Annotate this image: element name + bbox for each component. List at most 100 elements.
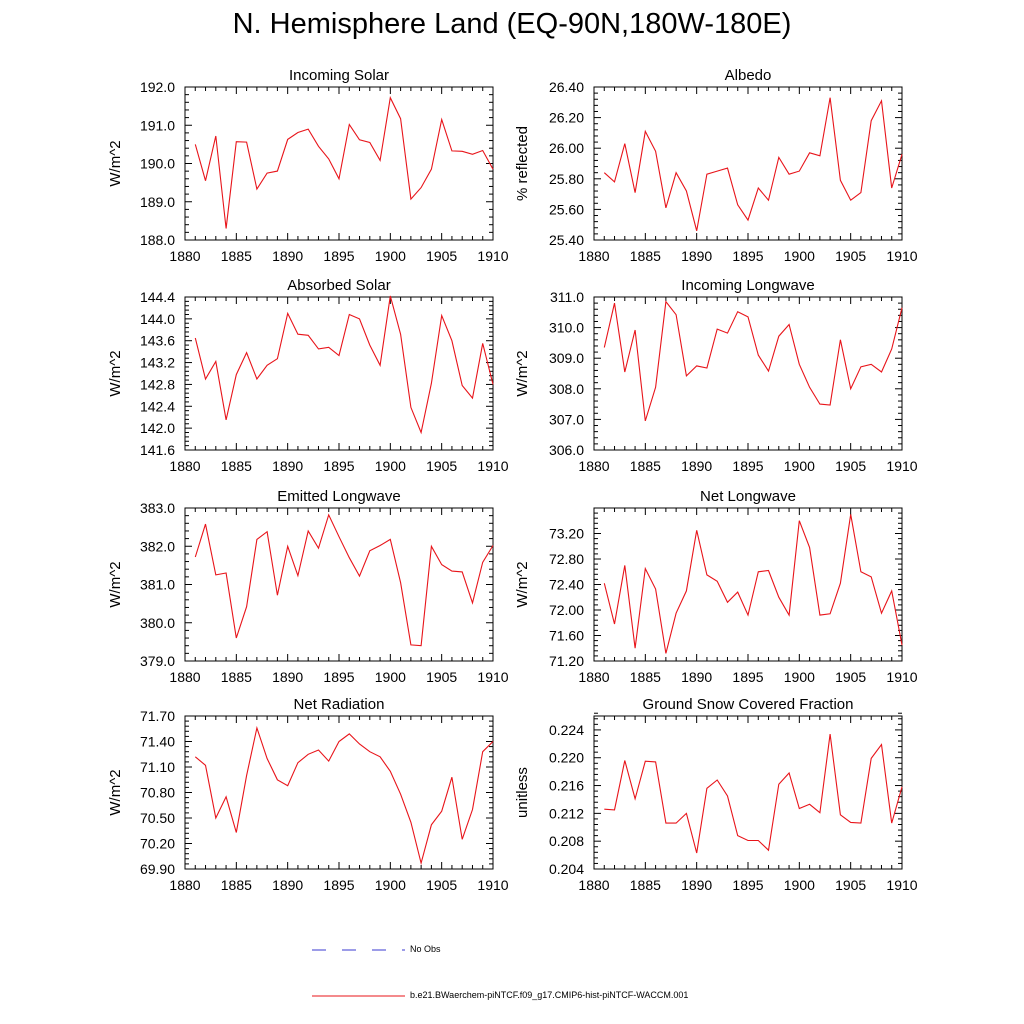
y-tick-label: 71.20: [549, 653, 584, 669]
y-tick-label: 70.80: [140, 785, 175, 801]
panel-title: Net Longwave: [700, 488, 796, 505]
chart-panel-3: Incoming Longwave 1880 1885 1890 1895 1900 190…: [514, 277, 918, 474]
panel-title: Ground Snow Covered Fraction: [643, 696, 854, 713]
y-tick-label: 0.220: [549, 750, 584, 766]
y-tick-label: 73.20: [549, 526, 584, 542]
y-tick-label: 142.4: [140, 398, 175, 414]
y-tick-label: 26.40: [549, 79, 584, 95]
x-tick-label: 1890: [681, 248, 712, 264]
plot-frame: [593, 715, 903, 870]
x-tick-label: 1885: [630, 877, 661, 893]
x-tick-label: 1890: [681, 877, 712, 893]
x-tick-label: 1905: [426, 877, 457, 893]
y-tick-label: 310.0: [549, 320, 584, 336]
x-tick-label: 1910: [477, 669, 508, 685]
x-tick-label: 1910: [886, 458, 917, 474]
x-tick-label: 1900: [784, 248, 815, 264]
y-tick-label: 0.224: [549, 722, 584, 738]
x-tick-label: 1895: [732, 458, 763, 474]
page-title: N. Hemisphere Land (EQ-90N,180W-180E): [232, 8, 792, 40]
x-tick-label: 1880: [169, 458, 200, 474]
y-axis-label: W/m^2: [107, 350, 124, 396]
x-tick-label: 1880: [578, 877, 609, 893]
x-tick-label: 1895: [732, 877, 763, 893]
y-tick-label: 141.6: [140, 442, 175, 458]
y-tick-label: 71.70: [140, 708, 175, 724]
series-line: [603, 300, 903, 422]
x-tick-label: 1880: [169, 669, 200, 685]
y-tick-label: 381.0: [140, 577, 175, 593]
plot-frame: [184, 507, 494, 662]
x-tick-label: 1890: [272, 458, 303, 474]
x-tick-label: 1895: [323, 248, 354, 264]
y-tick-label: 379.0: [140, 653, 175, 669]
y-tick-label: 69.90: [140, 861, 175, 877]
x-tick-label: 1910: [477, 458, 508, 474]
chart-panel-6: Net Radiation 1880 1885 1890 1895 1900 1905 191…: [107, 696, 509, 893]
x-tick-label: 1895: [732, 669, 763, 685]
y-tick-label: 142.8: [140, 376, 175, 392]
y-tick-label: 306.0: [549, 442, 584, 458]
y-tick-label: 192.0: [140, 79, 175, 95]
x-tick-label: 1900: [375, 458, 406, 474]
y-tick-label: 0.204: [549, 861, 584, 877]
x-tick-label: 1905: [426, 248, 457, 264]
x-tick-label: 1885: [630, 458, 661, 474]
series-line: [603, 514, 903, 654]
plot-frame: [184, 296, 494, 451]
y-tick-label: 307.0: [549, 411, 584, 427]
x-tick-label: 1900: [375, 669, 406, 685]
y-tick-label: 72.80: [549, 551, 584, 567]
y-tick-label: 143.2: [140, 355, 175, 371]
y-tick-label: 311.0: [550, 289, 584, 305]
x-tick-label: 1910: [477, 248, 508, 264]
y-tick-label: 380.0: [140, 615, 175, 631]
chart-panel-4: Emitted Longwave 1880 1885 1890 1895 1900 1905…: [107, 488, 509, 685]
x-tick-label: 1905: [835, 669, 866, 685]
x-tick-label: 1895: [732, 248, 763, 264]
y-axis-label: W/m^2: [514, 561, 531, 607]
y-tick-label: 70.20: [140, 836, 175, 852]
y-tick-label: 0.208: [549, 833, 584, 849]
x-tick-label: 1890: [272, 248, 303, 264]
x-tick-label: 1900: [375, 877, 406, 893]
x-tick-label: 1885: [221, 877, 252, 893]
y-tick-label: 188.0: [140, 232, 175, 248]
y-tick-label: 309.0: [549, 350, 584, 366]
x-tick-label: 1890: [272, 669, 303, 685]
y-tick-label: 383.0: [140, 500, 175, 516]
y-tick-label: 189.0: [140, 194, 175, 210]
x-tick-label: 1895: [323, 669, 354, 685]
y-tick-label: 26.00: [549, 140, 584, 156]
y-tick-label: 308.0: [549, 381, 584, 397]
y-tick-label: 72.40: [549, 577, 584, 593]
y-tick-label: 71.10: [140, 759, 175, 775]
x-tick-label: 1905: [835, 248, 866, 264]
x-tick-label: 1885: [630, 248, 661, 264]
series-line: [604, 734, 903, 854]
x-tick-label: 1900: [784, 669, 815, 685]
x-tick-label: 1890: [681, 458, 712, 474]
chart-panel-0: Incoming Solar 1880 1885 1890 1895 1900 1905 19…: [107, 67, 509, 264]
x-tick-label: 1895: [323, 877, 354, 893]
y-axis-label: % reflected: [514, 126, 531, 201]
chart-panel-2: Absorbed Solar 1880 1885 1890 1895 1900 1905 19…: [107, 277, 509, 474]
x-tick-label: 1905: [835, 458, 866, 474]
y-axis-label: unitless: [514, 767, 531, 818]
panel-title: Emitted Longwave: [277, 488, 400, 505]
y-tick-label: 191.0: [140, 117, 175, 133]
x-tick-label: 1910: [886, 248, 917, 264]
series-line: [194, 95, 494, 229]
y-tick-label: 142.0: [140, 420, 175, 436]
panel-title: Absorbed Solar: [287, 277, 390, 294]
x-tick-label: 1910: [886, 669, 917, 685]
panel-title: Incoming Longwave: [681, 277, 814, 294]
x-tick-label: 1910: [477, 877, 508, 893]
y-axis-label: W/m^2: [107, 140, 124, 186]
x-tick-label: 1880: [578, 248, 609, 264]
x-tick-label: 1900: [784, 458, 815, 474]
y-tick-label: 190.0: [140, 156, 175, 172]
y-tick-label: 70.50: [140, 810, 175, 826]
x-tick-label: 1880: [578, 458, 609, 474]
